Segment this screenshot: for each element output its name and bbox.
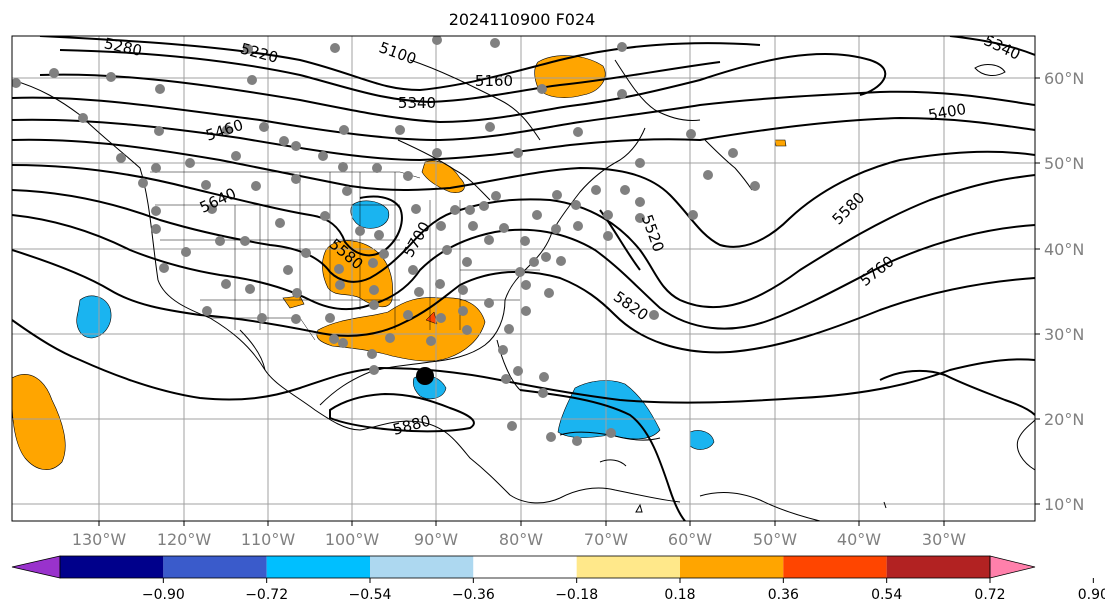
lon-label: 90°W [414, 530, 458, 549]
colorbar-tick-label: −0.54 [349, 587, 392, 603]
map-panel: 5280 5220 5100 5340 5160 5340 5460 5400 … [12, 34, 1035, 521]
contour-label: 5160 [475, 72, 513, 90]
lon-label: 70°W [584, 530, 628, 549]
colorbar-swatch [473, 556, 577, 578]
colorbar-swatch [60, 556, 164, 578]
lon-label: 110°W [241, 530, 296, 549]
colorbar-extend-min [11, 555, 61, 579]
highlight-marker [416, 367, 434, 385]
lon-label: 30°W [922, 530, 966, 549]
lon-label: 50°W [753, 530, 797, 549]
colorbar-extend-max [989, 555, 1036, 579]
colorbar-tick-label: 0.90 [1078, 587, 1105, 603]
colorbar-tick-label: −0.18 [555, 587, 598, 603]
lat-label: 60°N [1044, 69, 1084, 88]
station-observations [12, 36, 760, 446]
colorbar-swatch [163, 556, 267, 578]
colorbar-tick-label: −0.36 [452, 587, 495, 603]
axis-ticks [98, 77, 1040, 526]
lon-label: 60°W [668, 530, 712, 549]
lon-label: 120°W [157, 530, 212, 549]
colorbar-tick-label: −0.90 [142, 587, 185, 603]
colorbar-swatch [266, 556, 370, 578]
map-title: 2024110900 F024 [449, 10, 596, 29]
colorbar-swatch [576, 556, 680, 578]
contour-label: 5340 [398, 94, 436, 112]
latitude-labels: 60°N 50°N 40°N 30°N 20°N 10°N [1044, 69, 1084, 514]
lat-label: 30°N [1044, 325, 1084, 344]
lon-label: 40°W [837, 530, 881, 549]
colorbar-swatch [680, 556, 784, 578]
colorbar-tick-label: −0.72 [245, 587, 288, 603]
longitude-labels: 130°W 120°W 110°W 100°W 90°W 80°W 70°W 6… [72, 530, 966, 549]
colorbar-tick-label: 0.36 [768, 587, 799, 603]
colorbar-swatch [783, 556, 887, 578]
colorbar-swatch [886, 556, 990, 578]
colorbar-tick-label: 0.72 [974, 587, 1005, 603]
lon-label: 80°W [499, 530, 543, 549]
colorbar-tick-label: 0.54 [871, 587, 902, 603]
lat-label: 40°N [1044, 240, 1084, 259]
colorbar: −0.90 −0.72 −0.54 −0.36 −0.18 0.18 0.36 0.54 0.7… [11, 555, 1105, 603]
lat-label: 50°N [1044, 154, 1084, 173]
map-frame [11, 35, 1036, 522]
colorbar-tick-label: 0.18 [664, 587, 695, 603]
lon-label: 130°W [72, 530, 127, 549]
colorbar-frame [59, 555, 991, 579]
height-contours [12, 36, 1035, 521]
colorbar-swatch [370, 556, 474, 578]
contour-label: 5280 [102, 34, 143, 60]
lat-label: 20°N [1044, 410, 1084, 429]
lon-label: 100°W [325, 530, 380, 549]
graticule [12, 36, 1035, 521]
lat-label: 10°N [1044, 495, 1084, 514]
